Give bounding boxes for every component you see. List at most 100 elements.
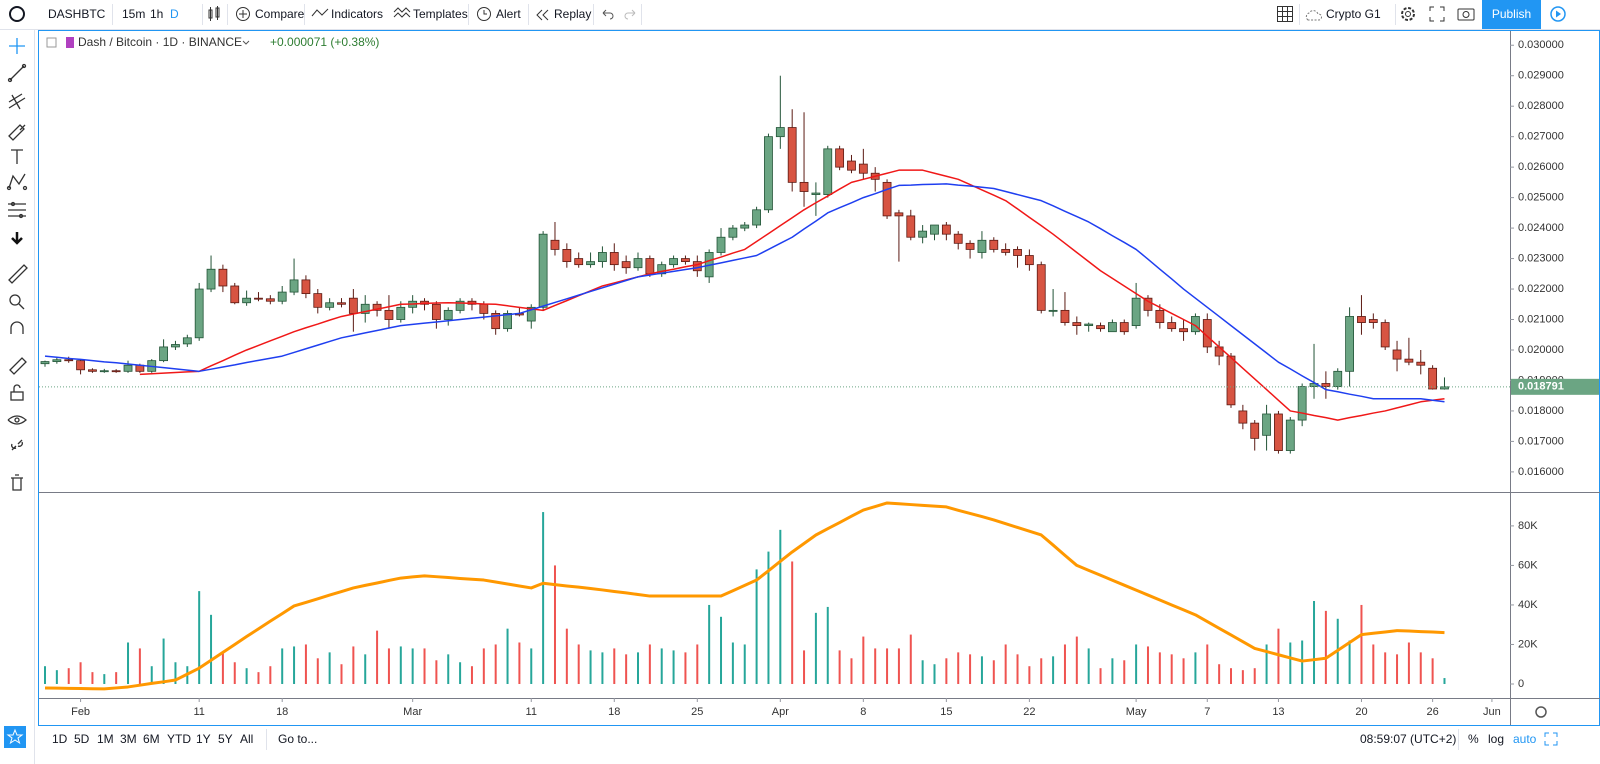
x-tick-label: 15 (940, 706, 952, 718)
volume-bar (672, 650, 675, 684)
volume-bar (233, 662, 236, 684)
settings-button[interactable] (1399, 5, 1417, 23)
candle-body (811, 192, 821, 195)
candle-body (301, 279, 311, 295)
compare-button[interactable]: Compare (255, 7, 305, 21)
volume-bar (1348, 640, 1351, 684)
candle-body (633, 258, 643, 269)
volume-bar (957, 652, 960, 684)
volume-bar (1123, 660, 1126, 684)
x-tick-label: 26 (1426, 706, 1438, 718)
goto-button[interactable]: Go to... (278, 732, 318, 746)
candle-body (586, 261, 595, 266)
layout-icon[interactable] (1276, 5, 1294, 23)
candle-body (989, 239, 999, 250)
candle-body (526, 306, 536, 322)
volume-bar (506, 628, 509, 684)
watchlist-star[interactable] (4, 726, 26, 748)
settings-icon[interactable] (1535, 706, 1547, 718)
interval[interactable]: 15m (122, 7, 146, 21)
candle-body (799, 181, 809, 192)
range-button[interactable]: 1Y (196, 732, 211, 746)
range-button[interactable]: 5Y (218, 732, 233, 746)
alert-button[interactable]: Alert (496, 7, 521, 21)
candle-body (277, 291, 287, 302)
range-button[interactable]: 1D (52, 732, 68, 746)
snapshot-button[interactable] (1456, 5, 1476, 23)
volume-bar (494, 644, 497, 684)
top-toolbar: DASHBTC 15m 1h D Compare Indicators Temp… (0, 0, 1600, 30)
replay-button[interactable]: Replay (554, 7, 592, 21)
volume-bar (293, 646, 296, 684)
volume-bar (44, 666, 46, 684)
volume-bar (874, 648, 877, 684)
range-button[interactable]: All (240, 732, 254, 746)
candle-body (479, 303, 489, 314)
volume-bar (1075, 636, 1078, 684)
range-button[interactable]: 3M (120, 732, 137, 746)
volume-bar (245, 668, 248, 684)
candle-body (1274, 413, 1283, 451)
y-tick-label: 0.023000 (1518, 252, 1564, 264)
volume-bar (1360, 604, 1363, 684)
templates-button[interactable]: Templates (413, 7, 468, 21)
volume-bar (352, 646, 355, 684)
volume-bar (708, 604, 711, 684)
reset-scale[interactable] (1543, 731, 1559, 747)
volume-bar (577, 644, 580, 684)
drawing-tools[interactable] (0, 30, 34, 500)
volume-bar (755, 569, 758, 684)
replay-icon[interactable] (535, 7, 551, 23)
log-toggle[interactable]: log (1488, 732, 1505, 746)
drawing-toolbar (0, 30, 35, 764)
chart-style-icon[interactable] (207, 6, 221, 22)
range-button[interactable]: YTD (167, 732, 191, 746)
percent-toggle[interactable]: % (1468, 732, 1479, 746)
fullscreen-button[interactable] (1428, 5, 1446, 23)
indicators-icon[interactable] (311, 6, 329, 22)
logo[interactable] (0, 0, 34, 29)
y-tick-label: 0.029000 (1518, 70, 1564, 82)
symbol[interactable]: DASHBTC (48, 7, 106, 21)
candle-body (40, 361, 50, 365)
plot-area: Feb 11 18 Mar 11 18 25 Apr 8 15 22 May 7 13 20 26 Jun 0.0… (39, 39, 1599, 718)
candle-body (443, 309, 453, 320)
separator (1458, 729, 1459, 750)
layout-name[interactable]: Crypto G1 (1326, 7, 1381, 21)
candle-body (254, 297, 263, 300)
candle-body (882, 181, 892, 217)
separator (528, 4, 529, 25)
volume-bar (447, 654, 450, 684)
volume-bar (613, 648, 616, 684)
interval[interactable]: 1h (150, 7, 164, 21)
candle-body (598, 252, 607, 263)
range-button[interactable]: 1M (97, 732, 114, 746)
x-tick-label: Feb (71, 706, 90, 718)
dropdown-caret[interactable] (242, 40, 250, 45)
indicators-button[interactable]: Indicators (331, 7, 384, 21)
y-tick-label: 80K (1518, 520, 1538, 532)
publish-button[interactable]: Publish (1482, 0, 1541, 29)
x-tick-label: 20 (1355, 706, 1367, 718)
volume-bar (660, 648, 663, 684)
volume-bar (115, 672, 118, 684)
candle-body (1084, 323, 1094, 327)
undo-redo[interactable] (600, 7, 640, 23)
play-button[interactable] (1549, 5, 1567, 23)
collapse-icon[interactable] (46, 37, 57, 48)
candle-body (574, 258, 584, 266)
volume-bar (625, 654, 628, 684)
interval[interactable]: D (170, 7, 179, 21)
volume-bar (1063, 644, 1066, 684)
compare-icon[interactable] (235, 6, 251, 22)
auto-toggle[interactable]: auto (1513, 732, 1537, 746)
separator (266, 729, 267, 750)
volume-bar (1016, 654, 1019, 684)
templates-icon[interactable] (393, 6, 411, 22)
range-button[interactable]: 5D (74, 732, 90, 746)
volume-bar (838, 650, 841, 684)
candle-body (787, 127, 797, 183)
range-button[interactable]: 6M (143, 732, 160, 746)
volume-bar (767, 551, 770, 684)
alert-icon[interactable] (475, 5, 493, 23)
